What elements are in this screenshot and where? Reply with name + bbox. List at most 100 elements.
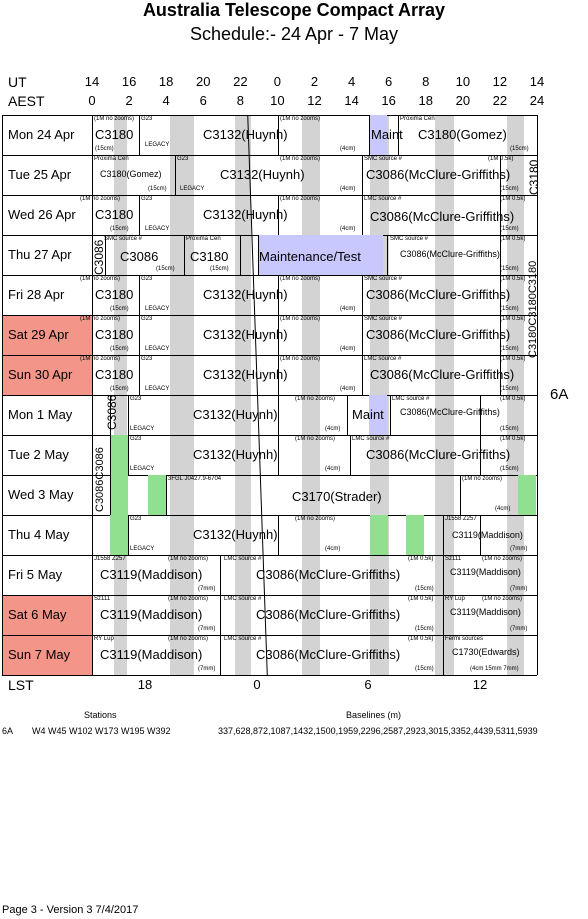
annotation: (15cm) <box>500 426 519 432</box>
project-label: C3180(Gomez) <box>418 127 507 142</box>
cell-divider <box>220 635 221 675</box>
lst-tick: 18 <box>137 677 153 692</box>
project-label: Maintenance/Test <box>259 249 361 264</box>
aest-label: AEST <box>8 93 45 109</box>
annotation: LEGACY <box>130 426 155 432</box>
annotation: RY Lup <box>445 596 465 602</box>
cell-divider <box>362 155 363 195</box>
project-label: C3180 <box>95 327 134 342</box>
ut-tick: 4 <box>347 74 356 89</box>
vertical-project-label: C3180C3180C3180 <box>527 260 539 358</box>
project-label: C3132(Huynh) <box>193 447 278 462</box>
project-label: C3119(Maddison) <box>450 567 521 577</box>
day-cell: Thu 4 May <box>2 515 93 555</box>
cell-divider <box>480 435 481 475</box>
annotation: (7mm) <box>198 626 216 632</box>
ut-tick: 10 <box>455 74 471 89</box>
cell-divider <box>258 235 259 275</box>
day-cell: Sun 7 May <box>2 635 93 675</box>
green-block <box>110 475 128 515</box>
project-label: C3086(McClure-Griffiths) <box>256 567 401 582</box>
aest-tick: 24 <box>529 93 545 108</box>
project-label: C3086(McClure-Griffiths) <box>366 287 511 302</box>
day-label: Wed 26 Apr <box>8 207 76 222</box>
cell-divider <box>184 235 185 275</box>
cell-divider <box>362 275 363 315</box>
annotation: (4cm) <box>340 346 356 352</box>
cell-divider <box>443 635 444 675</box>
day-label: Mon 1 May <box>8 407 73 422</box>
annotation: Proxima Cen <box>94 156 129 162</box>
aest-tick: 14 <box>344 93 359 108</box>
annotation: Sz111 <box>94 596 111 602</box>
cell-divider <box>460 475 461 515</box>
day-label: Mon 24 Apr <box>8 127 75 142</box>
day-cell: Tue 2 May <box>2 435 93 475</box>
day-label: Tue 2 May <box>8 447 69 462</box>
cell-divider <box>278 435 279 475</box>
annotation: (1M no zooms) <box>80 356 121 362</box>
cell-divider <box>350 435 351 475</box>
annotation: LEGACY <box>180 186 205 192</box>
project-label: C3119(Maddison) <box>100 567 203 582</box>
cell-divider <box>128 435 129 475</box>
project-label: C3132(Huynh) <box>193 407 278 422</box>
annotation: (15cm) <box>500 186 519 192</box>
green-block <box>110 435 128 475</box>
aest-tick: 8 <box>236 93 244 108</box>
annotation: J1558 Z257 <box>94 556 126 562</box>
day-label: Sat 29 Apr <box>8 327 69 342</box>
annotation: LEGACY <box>145 142 170 148</box>
annotation: (15cm) <box>210 266 229 272</box>
project-label: C3132(Huynh) <box>220 167 305 182</box>
aest-tick: 22 <box>492 93 508 108</box>
annotation: G23 <box>141 356 153 362</box>
baselines-list: 337,628,872,1087,1432,1500,1959,2296,258… <box>218 726 538 736</box>
annotation: G23 <box>130 516 142 522</box>
cell-divider <box>500 315 501 355</box>
day-cell: Mon 24 Apr <box>2 115 93 155</box>
green-block <box>148 475 166 515</box>
day-label: Thu 27 Apr <box>8 247 72 262</box>
annotation: (15cm) <box>415 666 434 672</box>
project-label: C3180 <box>190 249 229 264</box>
cell-divider <box>110 475 111 515</box>
project-label: C3086(McClure-Griffiths) <box>256 607 401 622</box>
project-label: C3119(Maddison) <box>452 530 523 540</box>
annotation: G23 <box>141 316 153 322</box>
cell-divider <box>443 595 444 635</box>
annotation: (15cm) <box>500 266 519 272</box>
annotation: LEGACY <box>130 466 155 472</box>
annotation: (15cm) <box>500 466 519 472</box>
annotation: LEGACY <box>145 306 170 312</box>
annotation: G23 <box>141 276 153 282</box>
project-label: C3180(Gomez) <box>100 169 162 179</box>
annotation: (15cm) <box>500 386 519 392</box>
project-label: C3132(Huynh) <box>203 327 288 342</box>
cell-divider <box>278 395 279 435</box>
maint-block <box>369 395 387 435</box>
annotation: SMC source # <box>390 236 429 242</box>
annotation: G23 <box>141 196 153 202</box>
project-label: C3086(McClure-Griffiths) <box>256 647 401 662</box>
annotation: (4cm) <box>325 546 341 552</box>
annotation: SMC source # <box>364 156 403 162</box>
annotation: (4cm) <box>495 506 511 512</box>
annotation: (4cm) <box>340 226 356 232</box>
cell-divider <box>139 195 140 235</box>
footer-config: 6A <box>2 726 14 736</box>
annotation: G23 <box>177 156 189 162</box>
ut-tick: 0 <box>273 74 282 89</box>
row-line <box>2 155 537 156</box>
project-label: C3180 <box>95 287 134 302</box>
ut-tick: 14 <box>84 74 100 89</box>
ut-tick: 18 <box>158 74 174 89</box>
day-cell: Thu 27 Apr <box>2 235 93 275</box>
annotation: LEGACY <box>145 346 170 352</box>
annotation: (1M 0.5k) <box>488 156 514 162</box>
annotation: (1M no zooms) <box>482 596 523 602</box>
row-line <box>2 435 537 436</box>
annotation: (1M no zooms) <box>482 556 523 562</box>
cell-divider <box>500 195 501 235</box>
project-label: C3086(McClure-Griffiths) <box>370 209 515 224</box>
